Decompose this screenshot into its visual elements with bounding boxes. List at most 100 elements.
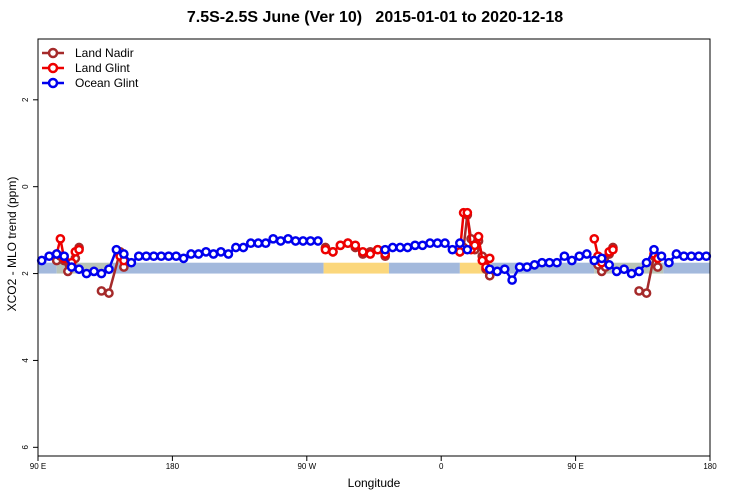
data-point: [395, 242, 405, 253]
data-point: [171, 251, 181, 262]
data-point: [581, 249, 592, 259]
data-point: [231, 242, 241, 253]
data-point: [290, 236, 301, 246]
x-axis: 90 E 180 90 W 0 90 E 180: [30, 456, 717, 471]
data-point: [178, 253, 189, 264]
data-point: [126, 257, 137, 268]
data-point: [260, 238, 271, 249]
data-point: [634, 286, 644, 296]
data-point: [440, 238, 450, 249]
data-point: [104, 288, 114, 298]
data-point: [335, 240, 346, 251]
data-point: [552, 257, 562, 268]
data-point: [104, 264, 114, 275]
data-point: [51, 249, 62, 259]
data-point: [686, 251, 697, 262]
data-point: [133, 251, 144, 262]
data-point: [216, 246, 226, 257]
band-segment-land: [56, 262, 113, 274]
data-point: [357, 246, 368, 257]
band-segment-ocean: [388, 262, 460, 274]
data-point: [55, 233, 66, 244]
plot-frame: [37, 38, 711, 457]
data-point: [462, 207, 473, 218]
data-point: [432, 238, 443, 249]
data-point: [649, 244, 659, 255]
data-point: [484, 253, 495, 264]
band-segment-ocean: [663, 262, 710, 274]
data-point: [522, 262, 532, 272]
x-tick-label: 180: [166, 462, 180, 471]
x-tick-label: 0: [439, 462, 444, 471]
data-point: [223, 249, 234, 259]
data-point: [701, 251, 712, 262]
data-point: [507, 275, 517, 285]
data-point: [186, 249, 196, 259]
data-point: [89, 266, 99, 277]
data-point: [425, 238, 435, 249]
data-point: [59, 251, 69, 262]
data-point: [693, 251, 704, 262]
x-tick-label: 90 E: [30, 462, 46, 471]
legend-item: Ocean Glint: [42, 76, 139, 90]
chart-title: 7.5S-2.5S June (Ver 10) 2015-01-01 to 20…: [186, 9, 564, 26]
data-point: [611, 266, 622, 277]
data-point: [537, 257, 547, 268]
data-point: [641, 288, 652, 298]
data-point: [664, 257, 674, 268]
y-tick-label: 2: [21, 271, 30, 276]
data-point: [656, 251, 667, 262]
data-point: [492, 266, 503, 277]
x-tick-label: 90 W: [297, 462, 316, 471]
data-point: [514, 262, 525, 272]
data-point: [275, 236, 286, 246]
data-point: [559, 251, 570, 262]
data-point: [387, 242, 398, 253]
data-point: [469, 240, 480, 251]
legend-marker: [47, 47, 59, 59]
data-point: [36, 255, 47, 266]
data-point: [596, 253, 607, 264]
data-point: [574, 251, 585, 262]
band-segment-ocean: [112, 262, 324, 274]
x-tick-label: 180: [703, 462, 717, 471]
data-point: [484, 264, 495, 275]
x-tick-label: 90 E: [567, 462, 583, 471]
data-point: [473, 231, 484, 242]
data-point: [589, 255, 600, 266]
data-point: [81, 268, 92, 279]
data-point: [313, 236, 323, 246]
data-point: [305, 236, 316, 246]
band-segment-ocean: [38, 262, 57, 274]
data-point: [253, 238, 264, 249]
data-point: [141, 251, 152, 262]
data-point: [343, 238, 353, 249]
data-point: [245, 238, 256, 249]
data-point: [626, 268, 637, 279]
data-point: [96, 286, 107, 296]
data-point: [350, 240, 361, 251]
data-point: [462, 244, 473, 255]
data-point: [193, 249, 204, 259]
data-point: [604, 260, 615, 270]
data-point: [283, 233, 293, 244]
data-point: [671, 249, 682, 259]
data-point: [567, 255, 577, 266]
series-layer: [36, 207, 712, 298]
data-point: [529, 260, 540, 270]
data-point: [589, 233, 600, 244]
data-point: [417, 240, 428, 251]
band-segment-land: [323, 262, 389, 274]
data-point: [156, 251, 167, 262]
data-point: [619, 264, 629, 275]
data-point: [74, 264, 84, 275]
y-tick-label: 6: [21, 445, 30, 450]
data-point: [447, 244, 458, 255]
data-point: [402, 242, 413, 253]
data-point: [372, 244, 383, 255]
data-point: [96, 268, 107, 279]
y-tick-label: 4: [21, 358, 30, 363]
data-point: [148, 251, 159, 262]
